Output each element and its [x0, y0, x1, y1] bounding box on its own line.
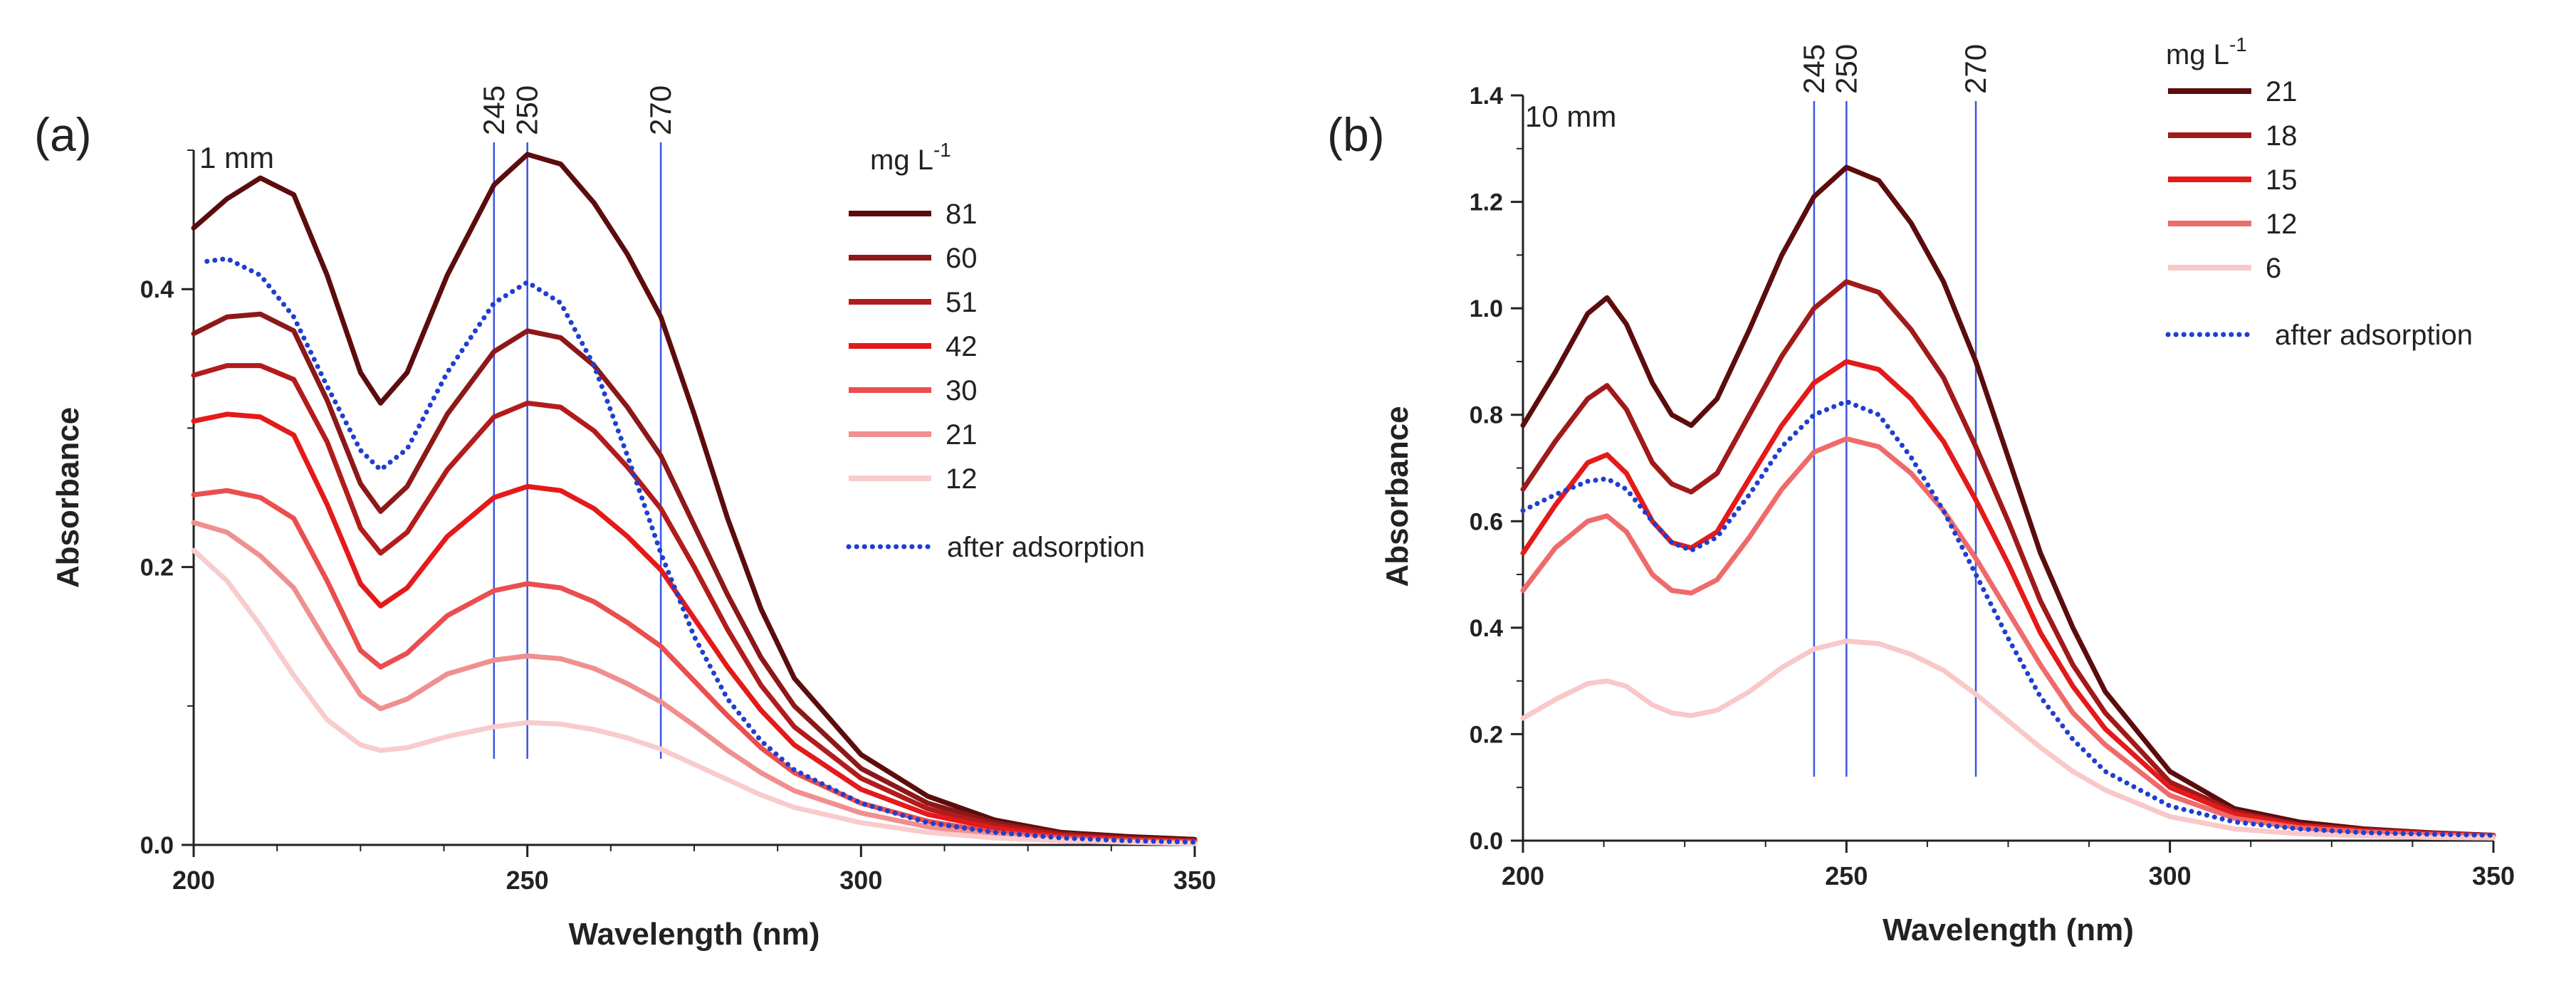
chart-panel-b: (b) 10 mm 200 250 300 350 0.0 0.2 0.4 0.6 0.8 1.0 1.… [1327, 33, 2515, 947]
legend-label-12: 12 [946, 463, 978, 495]
series-line-51 [191, 363, 1198, 843]
legend-label-42: 42 [946, 331, 978, 362]
x-tick-label: 250 [1825, 861, 1868, 890]
legend-title-superscript: -1 [2229, 33, 2247, 56]
series-line-21 [191, 520, 1198, 846]
x-axis-title: Wavelength (nm) [569, 917, 820, 952]
y-tick-label: 0.4 [1470, 615, 1503, 642]
ref-line-label: 245 [1797, 44, 1831, 94]
legend-label-21: 21 [2266, 76, 2298, 107]
y-tick-label: 0.6 [1470, 508, 1503, 535]
series-line-after-adsorption [204, 256, 1198, 845]
x-tick-label: 250 [506, 866, 549, 895]
x-tick-label: 350 [1173, 866, 1216, 895]
x-axis-title: Wavelength (nm) [1883, 913, 2134, 947]
legend-label-21: 21 [946, 419, 978, 451]
legend-title: mg L-1 [870, 139, 951, 176]
path-length-label: 1 mm [199, 141, 274, 174]
y-tick-label: 0.0 [140, 832, 174, 859]
legend-label-18: 18 [2266, 120, 2298, 152]
series-line-42 [191, 411, 1198, 845]
legend-label-after-adsorption: after adsorption [2275, 320, 2473, 351]
chart-panel-a: (a) 1 mm 200 250 300 350 0.0 0.2 0.4 Wavelength (… [34, 85, 1216, 952]
legend-label-51: 51 [946, 287, 978, 318]
legend-label-12: 12 [2266, 209, 2298, 240]
ref-line-label: 250 [511, 85, 544, 135]
legend-label-6: 6 [2266, 253, 2281, 284]
series-line-81 [191, 152, 1198, 842]
panel-label: (b) [1327, 108, 1385, 161]
y-tick-label: 1.2 [1470, 189, 1503, 216]
x-tick-label: 300 [2149, 861, 2192, 890]
ref-line-label: 250 [1829, 44, 1863, 94]
ref-line-label: 270 [644, 85, 677, 135]
ref-line-label: 245 [477, 85, 511, 135]
legend-label-81: 81 [946, 199, 978, 230]
y-tick-label: 0.0 [1470, 828, 1503, 855]
legend-label-15: 15 [2266, 164, 2298, 196]
series-line-6 [1520, 638, 2496, 841]
legend-label-30: 30 [946, 375, 978, 406]
x-tick-label: 300 [839, 866, 882, 895]
x-tick-label: 200 [1502, 861, 1544, 890]
legend-label-after-adsorption: after adsorption [947, 532, 1145, 563]
ref-line-label: 270 [1959, 44, 1992, 94]
y-tick-label: 0.8 [1470, 402, 1503, 429]
legend-label-60: 60 [946, 243, 978, 274]
x-tick-label: 200 [172, 866, 215, 895]
series-line-15 [1520, 359, 2496, 839]
series-line-12 [191, 547, 1198, 846]
series-line-18 [1520, 279, 2496, 838]
x-tick-label: 350 [2472, 861, 2515, 890]
series-line-after-adsorption [1520, 399, 2496, 838]
y-tick-label: 0.4 [140, 276, 174, 303]
y-axis-title: Absorbance [1380, 406, 1415, 587]
panel-label: (a) [34, 108, 92, 161]
series-line-21 [1520, 164, 2496, 838]
legend-title: mg L-1 [2166, 33, 2247, 70]
legend-title-superscript: -1 [933, 139, 951, 161]
y-tick-label: 0.2 [1470, 721, 1503, 748]
series-line-12 [1520, 436, 2496, 839]
y-tick-label: 1.4 [1470, 83, 1503, 110]
y-axis-title: Absorbance [51, 407, 85, 588]
legend: mg L-1 21 18 15 12 6 after adsorption [2165, 33, 2473, 351]
legend: mg L-1 81 60 51 42 30 21 12 after adsorption [846, 139, 1145, 563]
path-length-label: 10 mm [1525, 100, 1616, 133]
y-tick-label: 1.0 [1470, 295, 1503, 322]
y-tick-label: 0.2 [140, 554, 174, 582]
